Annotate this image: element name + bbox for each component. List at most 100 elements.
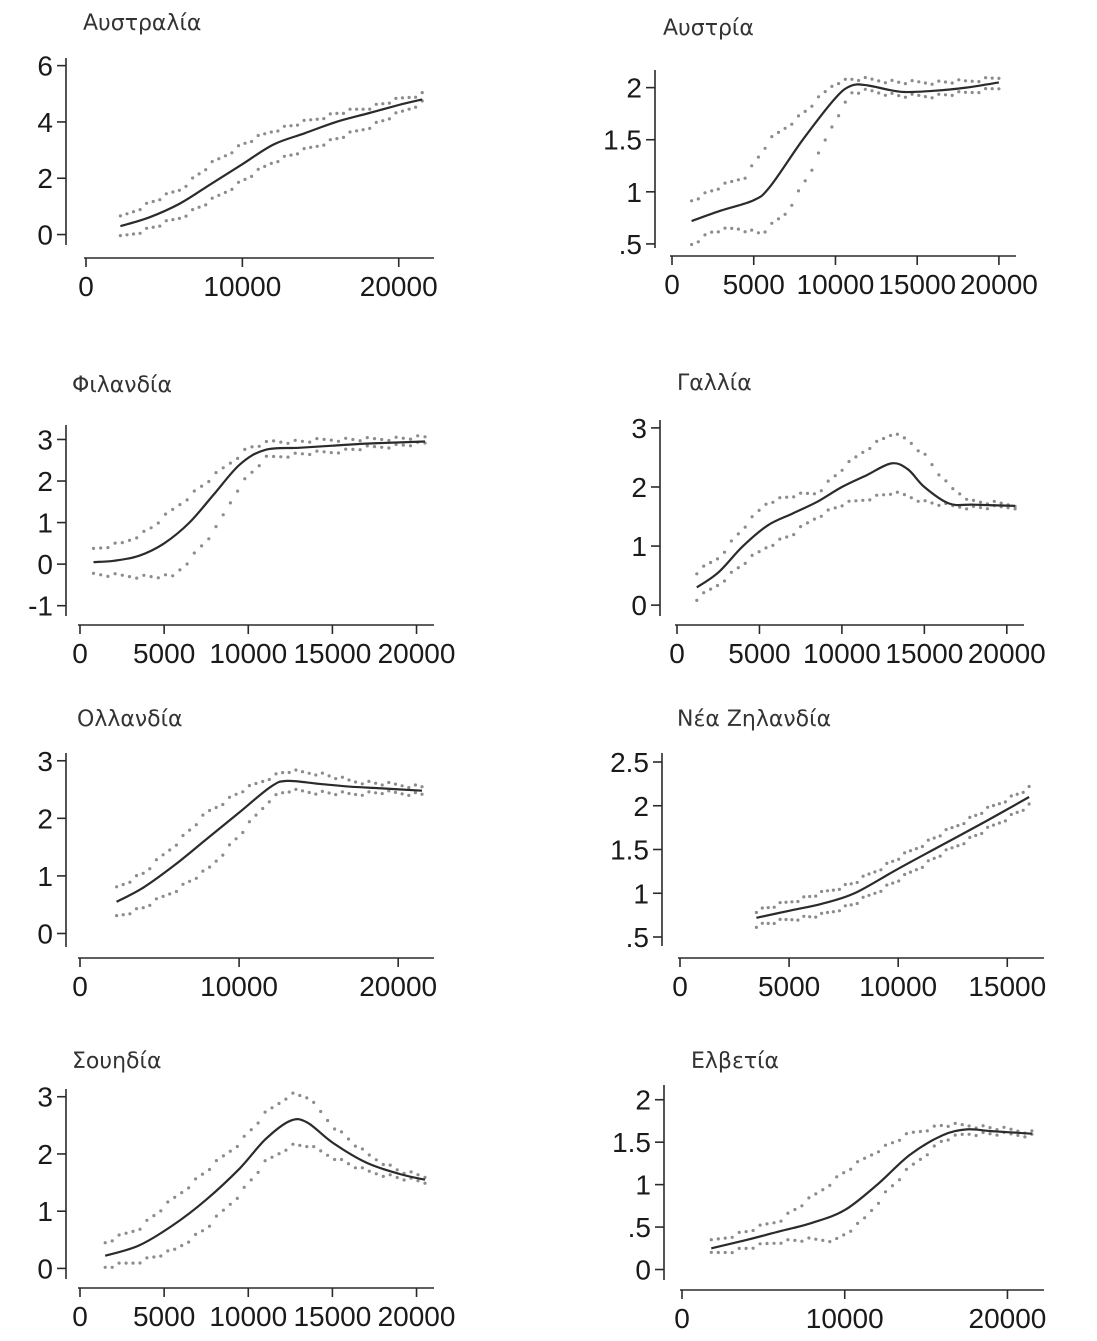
band-point <box>241 790 245 794</box>
band-point <box>120 573 124 577</box>
band-point <box>407 95 411 100</box>
band-point <box>289 153 293 157</box>
band-point <box>400 109 405 113</box>
band-point <box>393 782 398 786</box>
x-tick-label: 15000 <box>293 638 371 669</box>
band-point <box>968 815 972 820</box>
band-point <box>281 771 285 775</box>
band-point <box>958 505 962 509</box>
band-point <box>120 541 124 545</box>
band-point <box>814 1192 818 1196</box>
band-point <box>786 1211 790 1215</box>
band-point <box>793 1207 797 1212</box>
band-point <box>904 1167 909 1171</box>
band-point <box>963 79 968 83</box>
band-point <box>124 1261 128 1265</box>
band-point <box>847 499 851 503</box>
band-point <box>926 838 930 842</box>
band-point <box>790 900 794 904</box>
band-point <box>284 1097 288 1101</box>
band-point <box>295 123 300 127</box>
band-point <box>113 572 117 576</box>
band-point <box>194 823 198 827</box>
band-point <box>333 1127 337 1131</box>
band-point <box>830 84 834 88</box>
band-point <box>131 210 136 214</box>
band-point <box>823 90 827 94</box>
band-point <box>937 92 941 96</box>
band-point <box>344 436 348 440</box>
band-point <box>106 574 110 579</box>
band-point <box>221 513 225 517</box>
band-point <box>710 189 714 193</box>
band-point <box>314 773 318 777</box>
band-point <box>208 808 212 813</box>
band-point <box>803 109 807 113</box>
band-point <box>816 95 821 99</box>
band-point <box>867 893 871 897</box>
band-point <box>228 501 232 505</box>
band-point <box>414 105 418 109</box>
band-point <box>380 445 384 449</box>
band-point <box>805 491 810 495</box>
band-point <box>381 102 385 106</box>
band-point <box>1027 802 1031 806</box>
band-point <box>828 1183 832 1187</box>
band-point <box>863 75 867 80</box>
band-point <box>750 515 754 519</box>
band-point <box>309 145 313 149</box>
band-point <box>99 573 103 577</box>
band-point <box>159 1209 163 1213</box>
y-tick-label: 1.5 <box>610 835 649 866</box>
band-point <box>803 179 807 183</box>
band-point <box>171 218 175 222</box>
band-point <box>152 1214 156 1218</box>
band-point <box>895 432 900 436</box>
band-point <box>243 447 247 451</box>
band-point <box>873 891 877 895</box>
y-tick-label: 0 <box>635 1255 651 1286</box>
band-point <box>819 514 823 518</box>
band-point <box>764 546 768 550</box>
band-point <box>897 879 901 883</box>
band-point <box>1015 792 1019 796</box>
band-point <box>790 203 794 207</box>
band-point <box>154 897 158 901</box>
band-point <box>121 882 125 887</box>
y-tick-label: 1.5 <box>612 1127 651 1158</box>
band-point <box>200 484 204 488</box>
band-point <box>1023 1135 1027 1139</box>
band-point <box>956 824 960 828</box>
band-point <box>868 498 872 502</box>
band-point <box>267 800 271 804</box>
y-tick-label: .5 <box>619 229 642 260</box>
band-point <box>230 151 234 155</box>
band-point <box>967 1132 971 1136</box>
band-point <box>161 894 165 899</box>
band-point <box>830 125 834 129</box>
band-point <box>950 93 954 97</box>
band-point <box>950 826 954 830</box>
band-point <box>916 449 920 453</box>
band-point <box>387 438 391 443</box>
band-point <box>264 439 268 444</box>
band-point <box>837 887 842 892</box>
band-point <box>335 137 339 141</box>
band-point <box>293 451 297 455</box>
band-point <box>409 1170 413 1174</box>
band-point <box>387 780 391 785</box>
band-point <box>394 96 398 100</box>
band-point <box>943 80 948 84</box>
band-point <box>868 446 872 451</box>
band-point <box>897 857 901 861</box>
band-point <box>736 532 740 536</box>
band-point <box>890 78 894 82</box>
band-point <box>394 442 398 447</box>
band-point <box>256 1121 260 1125</box>
band-point <box>833 506 837 510</box>
band-point <box>286 455 290 459</box>
band-point <box>254 781 258 786</box>
band-point <box>327 791 331 795</box>
band-point <box>910 79 914 83</box>
band-point <box>784 917 788 922</box>
